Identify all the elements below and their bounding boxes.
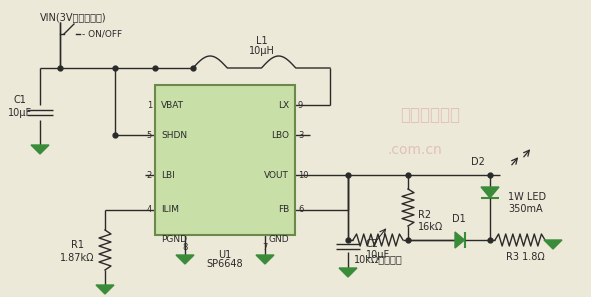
Text: 9: 9 bbox=[298, 100, 303, 110]
Text: 10μF: 10μF bbox=[366, 250, 390, 260]
Polygon shape bbox=[455, 232, 465, 248]
Text: 8: 8 bbox=[182, 243, 188, 252]
Text: PGND: PGND bbox=[161, 236, 187, 244]
Text: .com.cn: .com.cn bbox=[388, 143, 443, 157]
Polygon shape bbox=[339, 268, 357, 277]
Text: VBAT: VBAT bbox=[161, 100, 184, 110]
Polygon shape bbox=[544, 240, 562, 249]
Text: C1: C1 bbox=[14, 95, 27, 105]
Text: 350mA: 350mA bbox=[508, 204, 543, 214]
Text: ILIM: ILIM bbox=[161, 206, 179, 214]
Text: VOUT: VOUT bbox=[264, 170, 289, 179]
Text: U1: U1 bbox=[219, 250, 232, 260]
Text: FB: FB bbox=[278, 206, 289, 214]
Text: 16kΩ: 16kΩ bbox=[418, 222, 443, 232]
Text: 6: 6 bbox=[298, 206, 303, 214]
Text: GND: GND bbox=[268, 236, 289, 244]
Text: C2: C2 bbox=[366, 239, 379, 249]
Polygon shape bbox=[96, 285, 114, 294]
Polygon shape bbox=[176, 255, 194, 264]
Text: R1: R1 bbox=[70, 240, 83, 250]
Polygon shape bbox=[256, 255, 274, 264]
Text: 10μH: 10μH bbox=[249, 46, 274, 56]
Text: - ON/OFF: - ON/OFF bbox=[82, 29, 122, 39]
Text: LX: LX bbox=[278, 100, 289, 110]
Text: LBO: LBO bbox=[271, 130, 289, 140]
Polygon shape bbox=[481, 187, 499, 198]
Text: 1W LED: 1W LED bbox=[508, 192, 546, 202]
Text: 7: 7 bbox=[262, 243, 268, 252]
Text: SHDN: SHDN bbox=[161, 130, 187, 140]
Text: VIN(3V，两节电池): VIN(3V，两节电池) bbox=[40, 12, 106, 22]
Text: 10: 10 bbox=[298, 170, 309, 179]
Text: 10μF: 10μF bbox=[8, 108, 32, 118]
Text: 4: 4 bbox=[147, 206, 152, 214]
Text: 5: 5 bbox=[147, 130, 152, 140]
Text: 2: 2 bbox=[147, 170, 152, 179]
Polygon shape bbox=[31, 145, 49, 154]
Text: R2: R2 bbox=[418, 210, 431, 220]
Text: 电子产品世界: 电子产品世界 bbox=[400, 106, 460, 124]
Text: LBI: LBI bbox=[161, 170, 175, 179]
Text: 1: 1 bbox=[147, 100, 152, 110]
Text: SP6648: SP6648 bbox=[207, 259, 243, 269]
Text: 1.87kΩ: 1.87kΩ bbox=[60, 253, 94, 263]
Text: D1: D1 bbox=[452, 214, 466, 224]
Text: 10kΩ亮度调节: 10kΩ亮度调节 bbox=[353, 254, 402, 264]
Text: 3: 3 bbox=[298, 130, 303, 140]
Text: L1: L1 bbox=[256, 36, 267, 46]
Text: R3 1.8Ω: R3 1.8Ω bbox=[506, 252, 544, 262]
Text: D2: D2 bbox=[471, 157, 485, 167]
Bar bbox=[155, 85, 295, 235]
